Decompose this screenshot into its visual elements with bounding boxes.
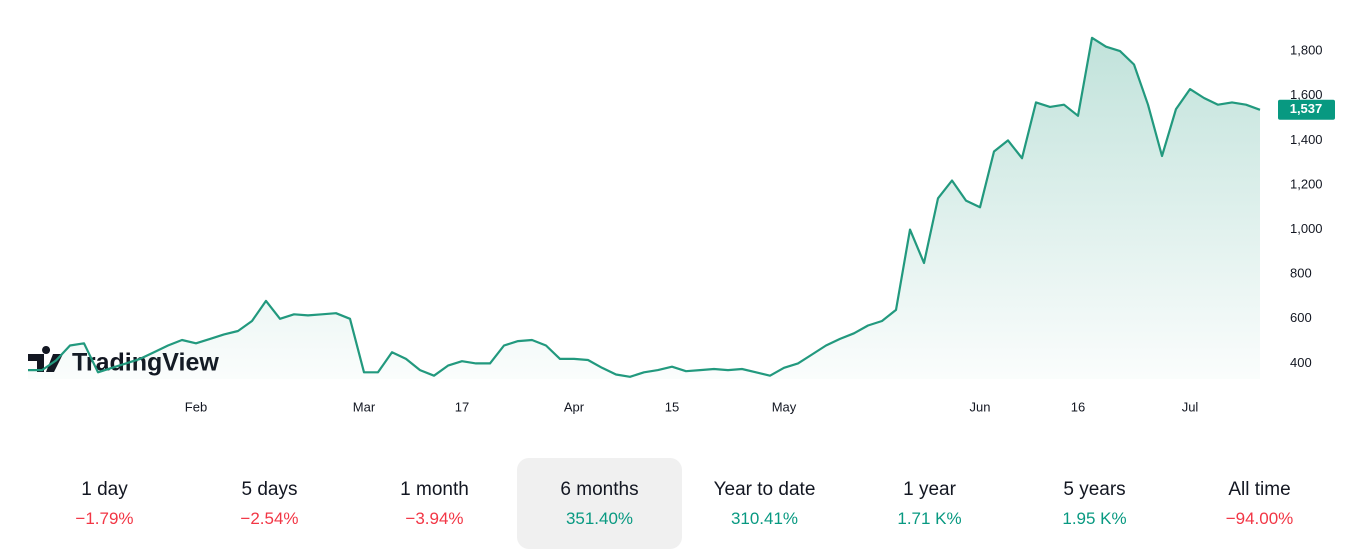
x-tick-label: 16: [1071, 399, 1085, 414]
period-tab[interactable]: 1 day −1.79%: [22, 458, 187, 549]
period-change: 351.40%: [565, 508, 634, 528]
period-change: −2.54%: [240, 508, 299, 528]
period-tabs: 1 day −1.79% 5 days −2.54% 1 month −3.94% 6 mo…: [22, 458, 1342, 549]
x-tick-label: 17: [455, 399, 469, 414]
period-tab[interactable]: All time −94.00%: [1177, 458, 1342, 549]
x-tick-label: May: [772, 399, 797, 414]
period-change: 1.71 K%: [897, 508, 962, 528]
price-tag-label: 1,537: [1290, 101, 1323, 116]
period-change: 1.95 K%: [1062, 508, 1127, 528]
period-label: 6 months: [560, 478, 639, 500]
period-tab[interactable]: Year to date 310.41%: [682, 458, 847, 549]
y-tick-label: 600: [1290, 310, 1312, 325]
period-change: −1.79%: [75, 508, 134, 528]
x-tick-label: Feb: [185, 399, 207, 414]
x-tick-label: Jul: [1182, 399, 1199, 414]
period-tab[interactable]: 6 months 351.40%: [517, 458, 682, 549]
y-tick-label: 1,200: [1290, 176, 1323, 191]
period-tab[interactable]: 5 years 1.95 K%: [1012, 458, 1177, 549]
period-label: All time: [1228, 478, 1291, 500]
x-tick-label: Mar: [353, 399, 376, 414]
y-tick-label: 1,400: [1290, 132, 1323, 147]
period-label: 1 month: [400, 478, 469, 500]
period-tab[interactable]: 5 days −2.54%: [187, 458, 352, 549]
period-tab[interactable]: 1 month −3.94%: [352, 458, 517, 549]
x-tick-label: Jun: [970, 399, 991, 414]
y-tick-label: 800: [1290, 266, 1312, 281]
period-label: 1 day: [81, 478, 128, 500]
period-label: 5 years: [1063, 478, 1126, 500]
period-change: −3.94%: [405, 508, 464, 528]
y-tick-label: 1,000: [1290, 221, 1323, 236]
chart: TradingView 4006008001,0001,2001,4001,60…: [28, 36, 1335, 414]
x-tick-label: Apr: [564, 399, 585, 414]
line: [28, 36, 1261, 378]
period-label: Year to date: [713, 478, 816, 500]
period-change: 310.41%: [730, 508, 799, 528]
y-tick-label: 400: [1290, 355, 1312, 370]
period-tab[interactable]: 1 year 1.71 K%: [847, 458, 1012, 549]
period-label: 1 year: [903, 478, 956, 500]
y-tick-label: 1,600: [1290, 87, 1323, 102]
period-change: −94.00%: [1225, 508, 1294, 528]
area: [28, 37, 1260, 380]
period-label: 5 days: [241, 478, 298, 500]
y-tick-label: 1,800: [1290, 43, 1323, 58]
x-tick-label: 15: [665, 399, 679, 414]
price-tag: [1278, 99, 1335, 120]
